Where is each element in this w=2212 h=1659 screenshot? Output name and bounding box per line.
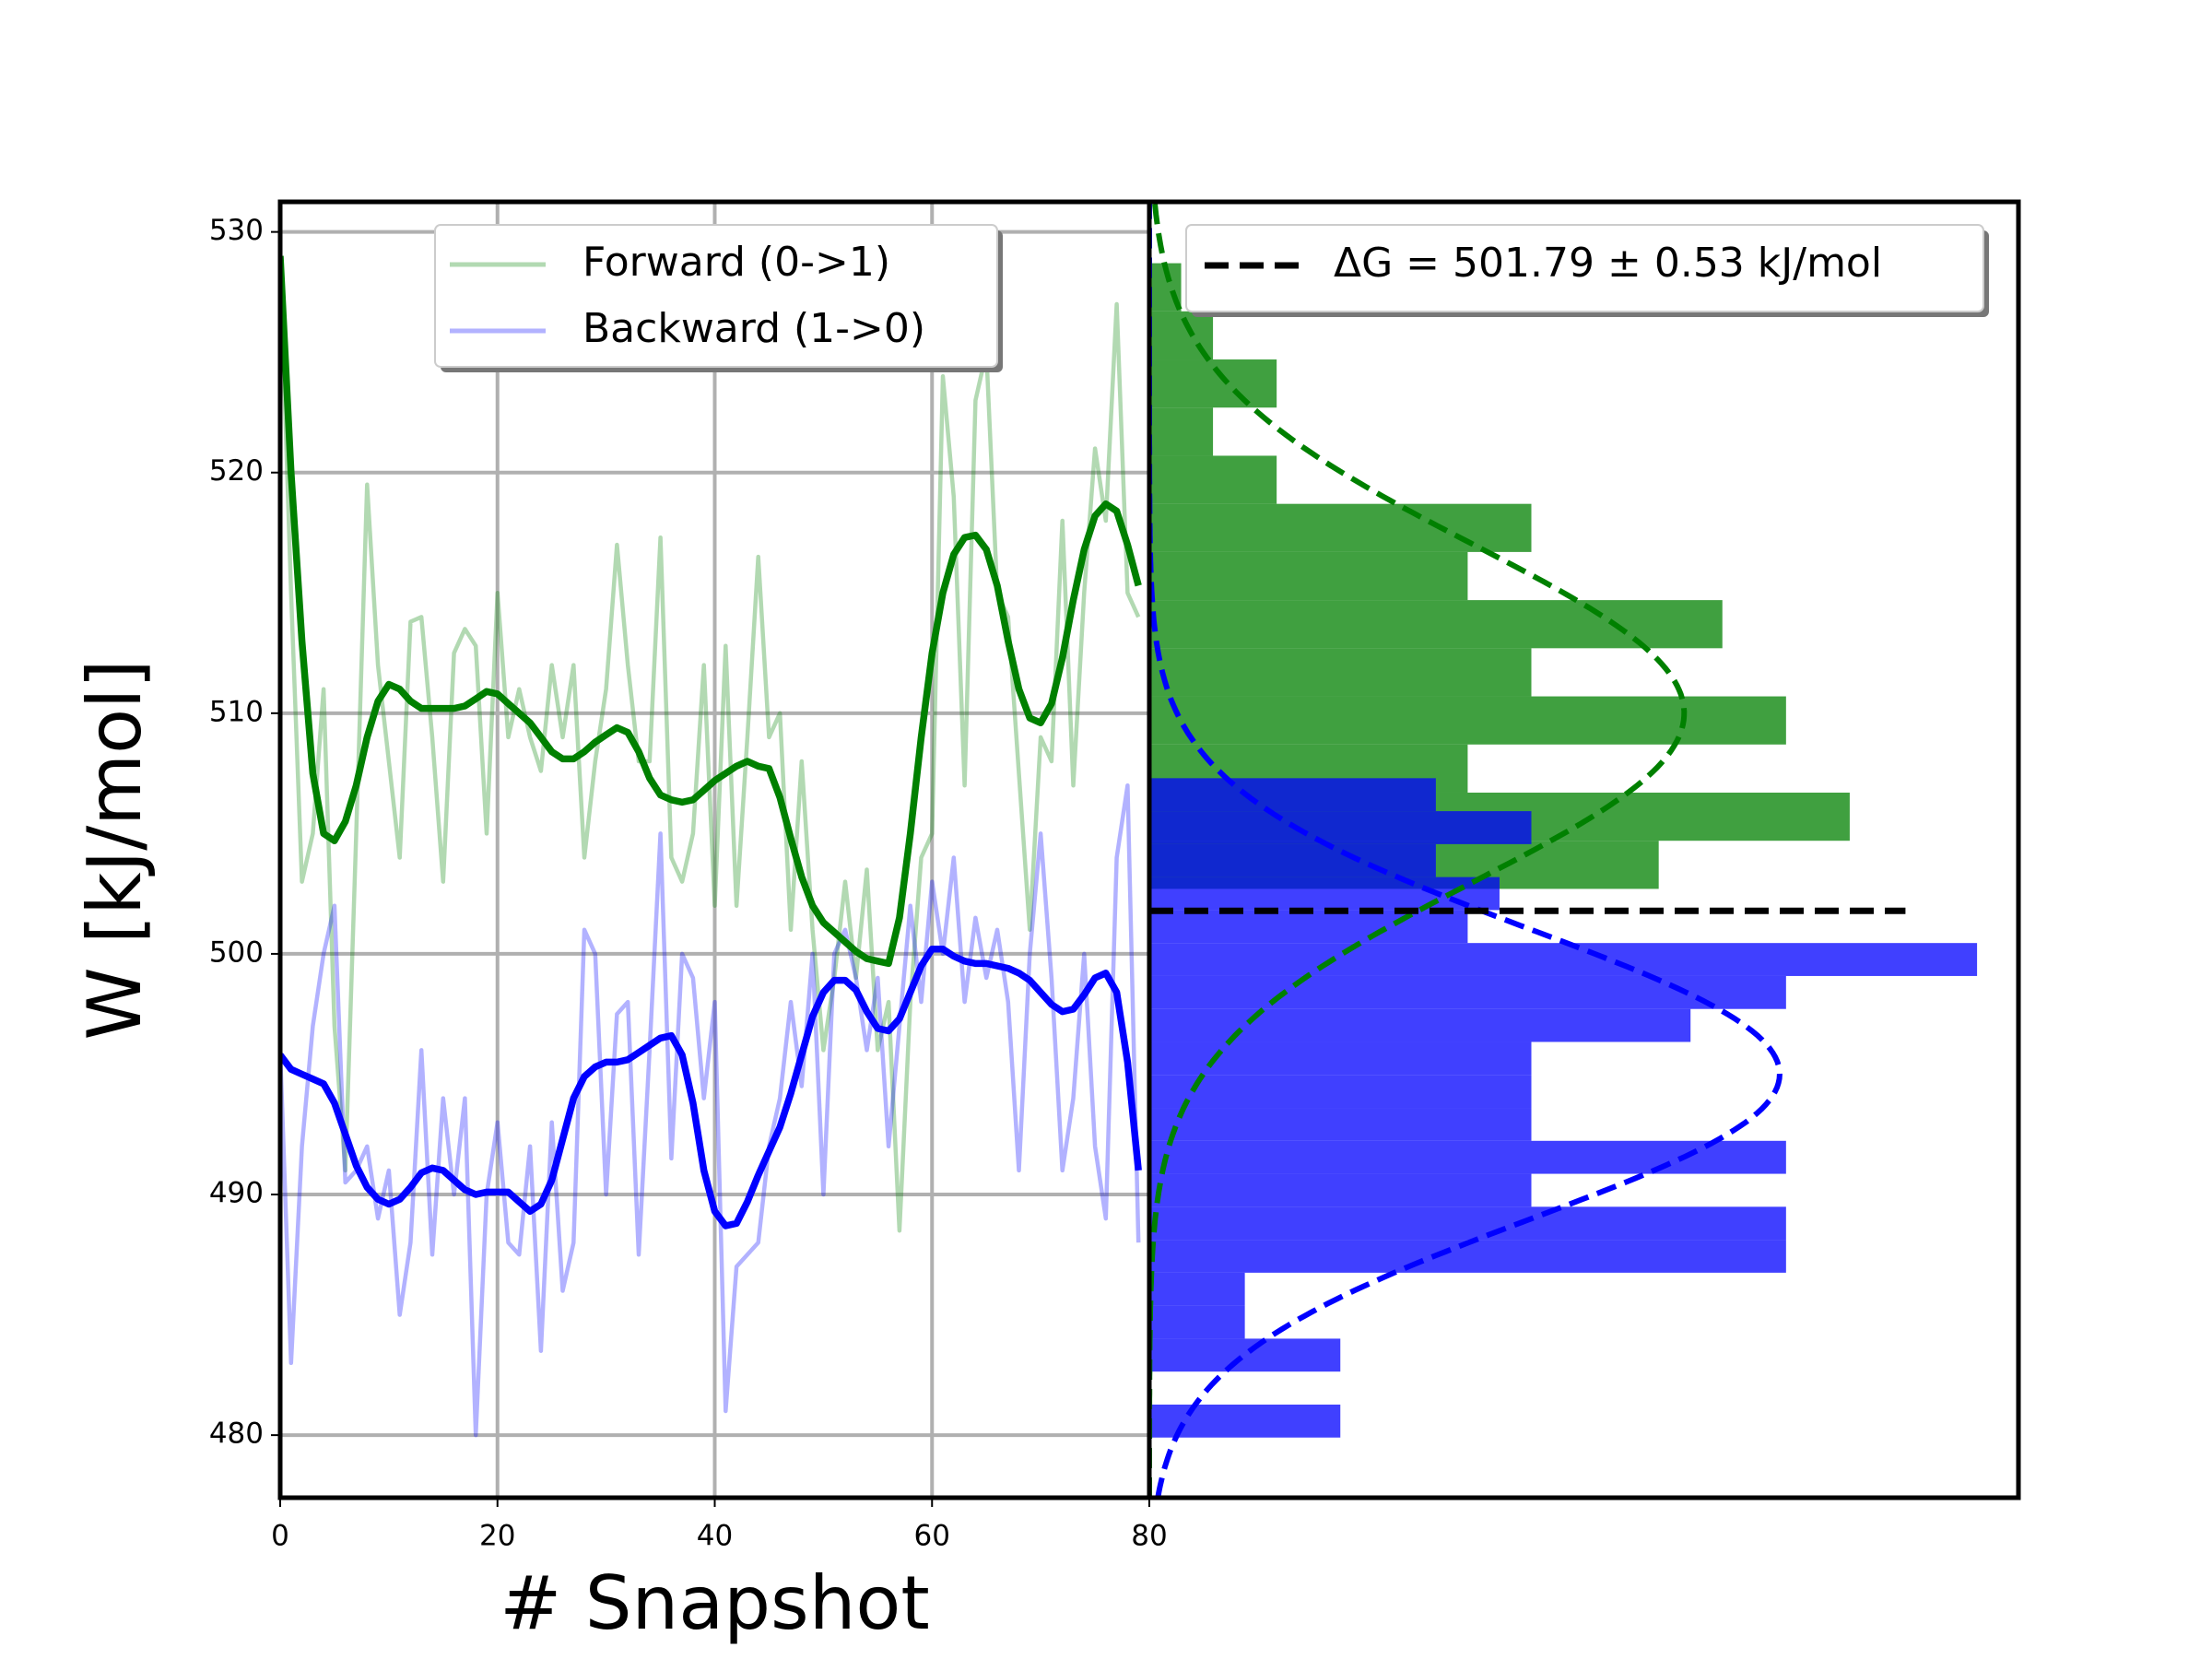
hist-bar — [1149, 975, 1786, 1009]
hist-bar — [1149, 503, 1532, 552]
hist-bar — [1149, 1108, 1532, 1141]
hist-bar — [1149, 1206, 1786, 1241]
y-tick-label: 500 — [209, 935, 264, 969]
left-plot — [280, 202, 1149, 1498]
hist-bar — [1149, 1305, 1245, 1339]
legend-box — [1185, 224, 1984, 312]
hist-bar — [1149, 1075, 1532, 1109]
hist-bar — [1149, 600, 1723, 649]
hist-bar — [1149, 407, 1214, 456]
x-tick-label: 40 — [697, 1520, 733, 1553]
hist-bar — [1149, 1140, 1786, 1174]
y-axis-label: W [kJ/mol] — [72, 660, 158, 1041]
series-line — [280, 255, 1142, 968]
y-tick-label: 530 — [209, 214, 264, 247]
y-tick-label: 510 — [209, 695, 264, 728]
hist-bar — [1149, 359, 1277, 408]
series-line — [280, 945, 1142, 1230]
right-plot — [1149, 202, 1978, 1498]
x-tick-label: 60 — [914, 1520, 950, 1553]
hist-bar — [1149, 551, 1468, 601]
legend-label: Forward (0->1) — [582, 239, 890, 286]
x-tick-label: 20 — [479, 1520, 515, 1553]
hist-bar — [1149, 1041, 1532, 1076]
legend-box — [434, 224, 998, 368]
y-tick-label: 490 — [209, 1177, 264, 1210]
legend-label: Backward (1->0) — [582, 305, 925, 352]
hist-bar — [1149, 696, 1786, 745]
hist-bar — [1149, 843, 1436, 877]
hist-bar — [1149, 455, 1277, 504]
x-tick-label: 80 — [1131, 1520, 1167, 1553]
hist-bar — [1149, 943, 1978, 976]
y-tick-label: 520 — [209, 454, 264, 488]
hist-bar — [1149, 1008, 1691, 1042]
hist-bar — [1149, 778, 1436, 812]
overlay: 0 20 40 60 80 480 490 500 510 520 530 # Snapshot W [… — [72, 199, 2021, 1646]
x-axis-label: # Snapshot — [500, 1560, 929, 1646]
hist-bar — [1149, 1173, 1532, 1207]
hist-bar — [1149, 1338, 1341, 1372]
hist-bar — [1149, 811, 1532, 844]
hist-bar — [1149, 648, 1532, 697]
x-tick-label: 0 — [271, 1520, 289, 1553]
hist-bar — [1149, 1272, 1245, 1306]
right-frame — [1147, 199, 2021, 1500]
hist-bar — [1149, 910, 1468, 944]
series-line — [280, 782, 1141, 1438]
y-tick-label: 480 — [209, 1418, 264, 1451]
legend-label: ΔG = 501.79 ± 0.53 kJ/mol — [1334, 240, 1882, 287]
